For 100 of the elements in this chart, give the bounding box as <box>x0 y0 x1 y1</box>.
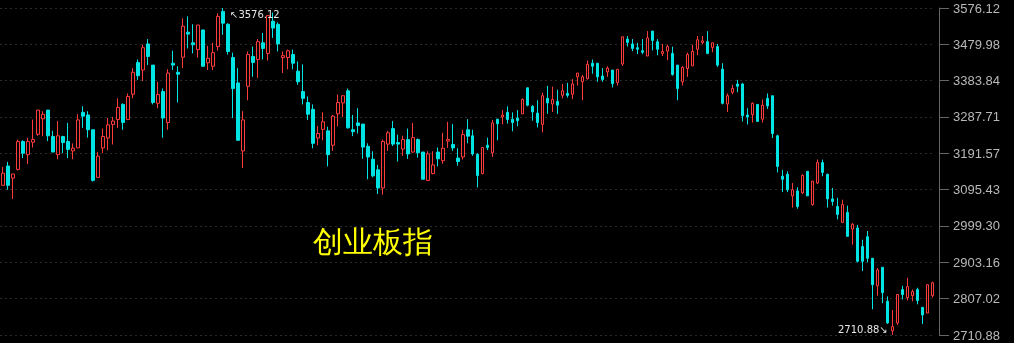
candlestick <box>496 118 499 141</box>
candlestick <box>516 109 519 127</box>
candlestick <box>896 294 899 326</box>
candlestick <box>761 99 764 124</box>
candlestick <box>671 46 674 77</box>
candlestick <box>1 166 5 186</box>
candlestick <box>586 60 589 80</box>
candlestick <box>256 38 260 79</box>
candlestick <box>711 42 714 53</box>
candlestick <box>621 36 624 67</box>
candlestick <box>351 114 355 137</box>
candlestick <box>441 132 445 165</box>
y-tick-label: 3479.98 <box>953 36 1000 52</box>
candlestick <box>346 88 350 130</box>
candlestick <box>601 67 604 83</box>
y-tick-label: 3191.57 <box>953 145 1000 161</box>
candlestick <box>511 111 514 132</box>
candlestick <box>811 180 814 207</box>
candlestick <box>631 38 634 52</box>
candlestick <box>666 44 669 61</box>
candlestick <box>616 68 619 87</box>
candlestick <box>126 92 130 121</box>
candlestick <box>226 22 230 56</box>
candlestick <box>21 139 25 159</box>
candlestick <box>166 68 170 131</box>
candlestick <box>576 72 579 87</box>
candlestick <box>531 104 534 122</box>
candlestick <box>216 12 220 52</box>
candlestick <box>201 29 205 67</box>
candlestick <box>6 161 10 191</box>
candlestick <box>651 30 654 51</box>
candlestick <box>176 65 180 104</box>
candlestick <box>246 51 250 101</box>
candlestick <box>691 44 694 67</box>
candlestick <box>541 92 544 133</box>
candlestick <box>326 126 330 167</box>
candlestick <box>191 23 195 54</box>
candlestick <box>536 99 539 128</box>
candlestick <box>636 42 639 55</box>
candlestick <box>871 257 874 310</box>
candlestick <box>641 38 644 55</box>
candlestick <box>676 64 679 101</box>
candlestick <box>656 38 659 56</box>
candlestick <box>481 147 484 175</box>
candlestick <box>741 82 744 122</box>
candlestick <box>846 205 849 238</box>
candlestick <box>736 79 739 93</box>
candlestick <box>556 89 559 115</box>
candlestick <box>146 38 150 66</box>
candlestick <box>596 62 599 83</box>
candlestick <box>926 284 929 314</box>
candlestick <box>141 44 145 82</box>
candlestick <box>251 46 255 78</box>
candlestick <box>241 110 245 169</box>
candlestick <box>781 169 784 193</box>
candlestick <box>816 159 819 185</box>
candlestick <box>751 102 754 124</box>
candlestick <box>771 95 774 139</box>
candlestick <box>706 30 709 55</box>
candlestick <box>296 60 300 86</box>
candlestick <box>886 295 889 325</box>
candlestick <box>721 62 724 105</box>
candlestick <box>881 266 884 304</box>
candlestick <box>491 119 494 158</box>
candlestick <box>566 82 569 99</box>
annotation: 创业板指 <box>313 223 433 259</box>
candlestick <box>181 17 185 69</box>
candlestick <box>856 224 859 263</box>
candlestick <box>51 130 55 153</box>
candlestick <box>786 170 789 193</box>
y-tick-label: 2710.88 <box>953 327 1000 343</box>
candlestick <box>486 137 489 151</box>
candlestick <box>161 88 165 139</box>
candlestick <box>401 135 405 157</box>
candlestick <box>56 120 60 160</box>
candlestick <box>411 122 415 154</box>
candlestick <box>96 151 100 178</box>
candlestick <box>301 63 305 105</box>
candlestick <box>221 7 225 36</box>
candlestick <box>626 35 629 48</box>
candlestick <box>841 199 844 224</box>
candlestick <box>571 78 574 100</box>
candlestick <box>866 230 869 263</box>
candlestick <box>796 186 799 210</box>
candlestick <box>646 30 649 57</box>
candlestick <box>791 182 794 209</box>
candlestick <box>476 152 479 189</box>
candlestick <box>436 147 440 167</box>
candlestick <box>506 105 509 125</box>
candlestick <box>156 81 160 109</box>
candlestick <box>316 125 320 146</box>
candlestick <box>891 309 894 336</box>
candlestick <box>581 74 584 101</box>
candlestick <box>121 102 125 131</box>
candlestick <box>906 277 909 302</box>
candlestick <box>826 173 829 209</box>
candlestick <box>766 92 769 110</box>
candlestick <box>701 35 704 45</box>
y-tick-label: 3095.43 <box>953 182 1000 198</box>
candlestick <box>696 35 699 56</box>
